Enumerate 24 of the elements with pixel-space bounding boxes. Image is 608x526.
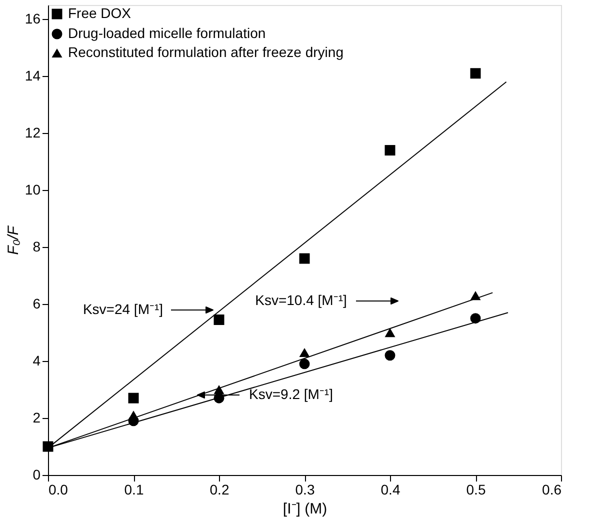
y-tick-label: 14 xyxy=(24,68,41,84)
annotation: Ksv=9.2 [M⁻¹] xyxy=(249,386,333,402)
x-tick-label: 0.1 xyxy=(124,482,144,498)
legend-label: Drug-loaded micelle formulation xyxy=(68,25,266,41)
legend-label: Free DOX xyxy=(68,5,132,21)
x-tick-label: 0.6 xyxy=(542,482,562,498)
y-tick-label: 0 xyxy=(32,466,41,482)
y-tick-label: 6 xyxy=(32,296,41,312)
x-tick-label: 0.4 xyxy=(380,482,400,498)
legend-label: Reconstituted formulation after freeze drying xyxy=(68,44,344,60)
y-tick-label: 10 xyxy=(24,182,41,198)
y-axis-title: F₀/F xyxy=(4,225,22,255)
y-tick-label: 16 xyxy=(24,10,41,27)
y-tick-label: 8 xyxy=(32,238,41,255)
x-tick-label: 0.3 xyxy=(295,482,315,498)
x-tick-label: 0.2 xyxy=(210,482,230,498)
x-tick-label: 0.5 xyxy=(466,482,486,498)
x-axis-title: [I⁻] (M) xyxy=(282,500,328,518)
annotation: Ksv=24 [M⁻¹] xyxy=(82,301,164,317)
y-tick-label: 2 xyxy=(32,410,41,426)
annotation: Ksv=10.4 [M⁻¹] xyxy=(255,292,347,308)
x-tick-label: 0.0 xyxy=(48,482,68,498)
y-tick-label: 12 xyxy=(24,124,41,141)
y-tick-label: 4 xyxy=(32,352,41,369)
